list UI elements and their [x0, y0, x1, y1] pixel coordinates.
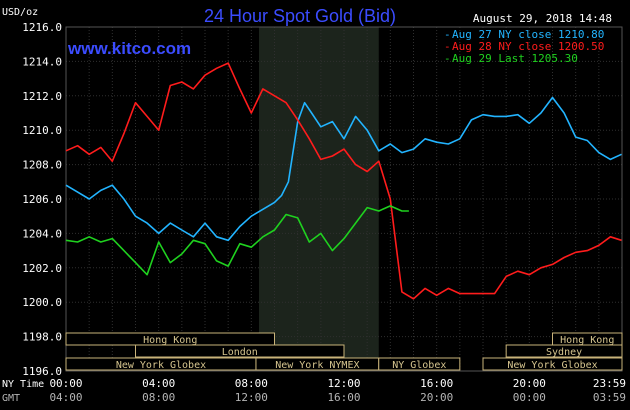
y-tick-label: 1210.0 — [22, 124, 62, 137]
x-tick-label-gmt: 00:00 — [513, 391, 546, 404]
x-tick-label-gmt: 16:00 — [327, 391, 360, 404]
watermark-text: www.kitco.com — [67, 39, 191, 58]
x-tick-label-gmt: 08:00 — [142, 391, 175, 404]
x-tick-label-ny: 00:00 — [49, 377, 82, 390]
x-tick-label-ny: 08:00 — [235, 377, 268, 390]
legend-arrow-1: - — [444, 28, 451, 41]
y-tick-label: 1216.0 — [22, 21, 62, 34]
market-session-bar — [135, 344, 345, 358]
market-session-label: Hong Kong — [143, 335, 197, 346]
market-session-label: New York NYMEX — [275, 360, 359, 371]
y-tick-label: 1202.0 — [22, 262, 62, 275]
date-label: August 29, 2018 14:48 — [473, 12, 612, 25]
legend-entry-1: Aug 27 NY close 1210.80 — [452, 28, 604, 41]
market-session-label: Sydney — [546, 347, 582, 358]
y-tick-label: 1196.0 — [22, 365, 62, 378]
legend: - Aug 27 NY close 1210.80 - Aug 28 NY cl… — [444, 28, 604, 65]
y-tick-label: 1200.0 — [22, 296, 62, 309]
y-tick-label: 1204.0 — [22, 227, 62, 240]
x-tick-label-gmt: 03:59 — [593, 391, 626, 404]
market-session-label: New York Globex — [116, 360, 206, 371]
plot-frame — [65, 26, 623, 372]
x-tick-label-ny: 04:00 — [142, 377, 175, 390]
x-tick-label-gmt: 04:00 — [49, 391, 82, 404]
x-axis-gmt-row-label: GMT — [2, 393, 20, 404]
chart-title: 24 Hour Spot Gold (Bid) — [204, 6, 396, 26]
series-line-2 — [65, 62, 622, 300]
y-tick-label: 1206.0 — [22, 193, 62, 206]
market-session-label: New York Globex — [507, 360, 597, 371]
x-tick-label-ny: 12:00 — [327, 377, 360, 390]
legend-entry-3: Aug 29 Last 1205.30 — [452, 52, 578, 65]
market-session-bar — [378, 357, 461, 371]
legend-arrow-3: - — [444, 52, 451, 65]
x-tick-label-ny: 16:00 — [420, 377, 453, 390]
legend-entry-2: Aug 28 NY close 1200.50 — [452, 40, 604, 53]
y-tick-label: 1212.0 — [22, 90, 62, 103]
market-session-label: London — [222, 347, 258, 358]
x-tick-label-ny: 20:00 — [513, 377, 546, 390]
x-tick-label-gmt: 20:00 — [420, 391, 453, 404]
market-session-bar — [482, 357, 623, 371]
series-line-3 — [65, 205, 409, 276]
series-line-1 — [65, 96, 622, 242]
y-tick-label: 1198.0 — [22, 331, 62, 344]
legend-arrow-2: - — [444, 40, 451, 53]
y-axis-label: USD/oz — [2, 7, 38, 18]
y-tick-label: 1214.0 — [22, 55, 62, 68]
y-tick-label: 1208.0 — [22, 159, 62, 172]
x-tick-label-gmt: 12:00 — [235, 391, 268, 404]
market-session-bar — [505, 344, 623, 358]
x-axis-ny-row-label: NY Time — [2, 379, 44, 390]
market-session-label: Hong Kong — [560, 335, 614, 346]
market-session-label: NY Globex — [392, 360, 446, 371]
x-tick-label-ny: 23:59 — [593, 377, 626, 390]
